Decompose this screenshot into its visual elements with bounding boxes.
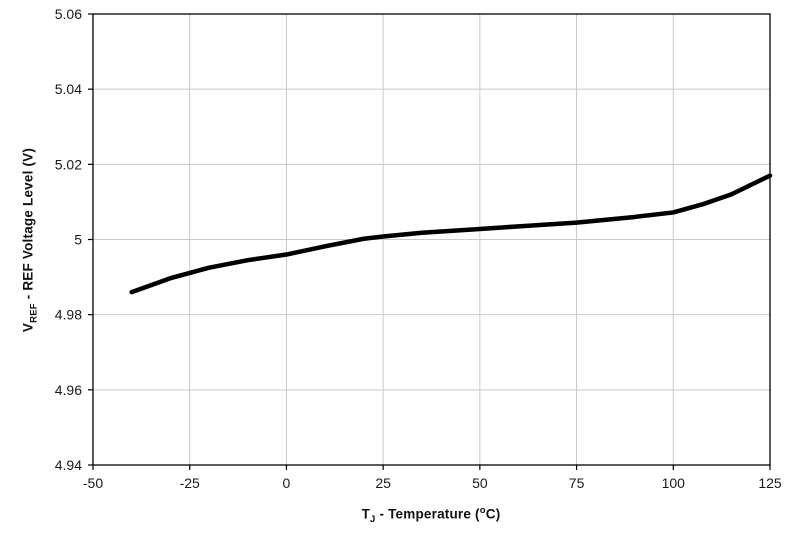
y-axis-title: VREF - REF Voltage Level (V) (21, 148, 40, 332)
y-axis-title-sub: REF (28, 303, 40, 323)
y-axis-title-rest: - REF Voltage Level (V) (20, 147, 36, 304)
x-tick-label: 50 (472, 475, 488, 491)
y-tick-label: 5 (74, 232, 82, 248)
x-tick-label: -50 (83, 475, 103, 491)
x-tick-label: -25 (180, 475, 200, 491)
x-axis-title-rest: - Temperature ( (375, 506, 480, 522)
x-tick-label: 0 (283, 475, 291, 491)
x-tick-label: 125 (758, 475, 782, 491)
y-tick-label: 5.02 (55, 156, 82, 172)
y-tick-label: 5.04 (55, 81, 82, 97)
x-axis-title-main: T (361, 506, 371, 522)
x-tick-label: 100 (662, 475, 686, 491)
x-tick-label: 25 (375, 475, 391, 491)
x-tick-label: 75 (569, 475, 585, 491)
series-line (129, 173, 773, 295)
x-axis-title-end: C) (485, 506, 501, 522)
x-axis-title-sub: J (370, 514, 376, 526)
y-tick-label: 5.06 (55, 6, 82, 22)
x-axis-title: TJ - Temperature (oC) (362, 505, 501, 525)
x-axis-title-sup: o (479, 505, 486, 516)
y-tick-label: 4.98 (55, 307, 82, 323)
y-tick-label: 4.94 (55, 457, 82, 473)
y-tick-label: 4.96 (55, 382, 82, 398)
y-axis-title-main: V (20, 322, 36, 333)
